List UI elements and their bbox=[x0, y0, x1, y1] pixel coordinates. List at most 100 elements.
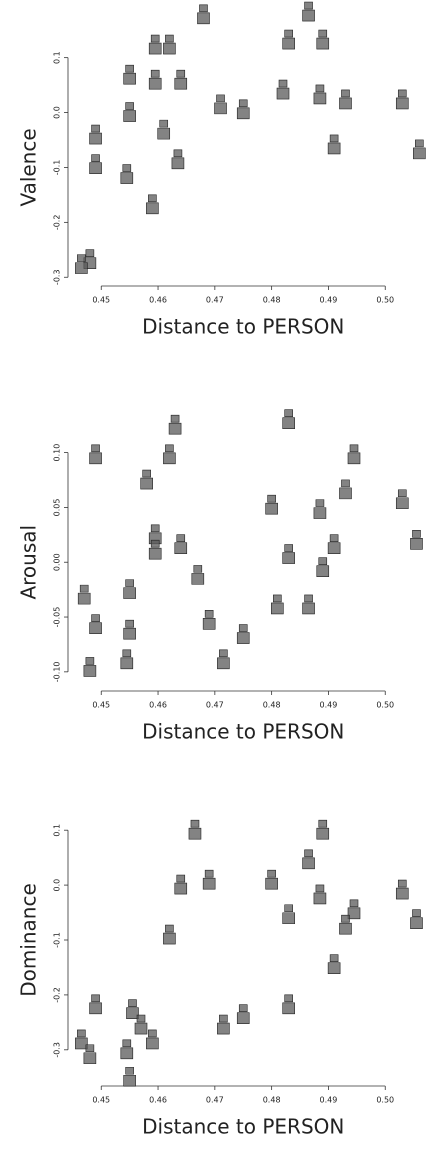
y-tick-label: 0.00 bbox=[53, 553, 62, 571]
robot-marker bbox=[282, 409, 295, 430]
robot-marker bbox=[410, 530, 423, 550]
robot-marker bbox=[123, 64, 136, 85]
robot-marker bbox=[89, 124, 102, 145]
robot-marker bbox=[174, 69, 188, 90]
robot-marker bbox=[214, 94, 227, 115]
robot-marker bbox=[327, 134, 341, 155]
robot-marker bbox=[282, 544, 295, 564]
robot-marker bbox=[163, 444, 176, 465]
robot-marker bbox=[265, 494, 278, 515]
y-tick-label: 0.10 bbox=[53, 444, 62, 462]
robot-marker bbox=[140, 469, 153, 490]
robot-marker bbox=[148, 69, 162, 90]
robot-marker bbox=[120, 649, 134, 670]
y-tick-label: -0.3 bbox=[53, 1042, 62, 1058]
robot-marker bbox=[77, 584, 91, 605]
x-tick-label: 0.50 bbox=[376, 296, 394, 305]
robot-marker bbox=[126, 999, 139, 1020]
robot-marker bbox=[89, 154, 102, 175]
robot-marker bbox=[282, 904, 295, 925]
robot-marker bbox=[168, 414, 182, 435]
robot-marker bbox=[339, 89, 352, 110]
robot-marker bbox=[302, 1, 315, 22]
x-tick-label: 0.48 bbox=[263, 701, 281, 710]
robot-marker bbox=[89, 994, 102, 1015]
x-tick-label: 0.48 bbox=[263, 1096, 281, 1105]
y-tick-label: 0.0 bbox=[53, 106, 62, 119]
robot-marker bbox=[75, 1029, 88, 1050]
x-tick-label: 0.47 bbox=[206, 296, 224, 305]
robot-marker bbox=[171, 149, 185, 170]
robot-marker bbox=[163, 34, 176, 55]
robot-marker bbox=[174, 874, 188, 895]
robot-marker bbox=[202, 610, 216, 630]
robot-marker bbox=[174, 534, 188, 554]
robot-marker bbox=[313, 884, 327, 905]
robot-marker bbox=[123, 102, 136, 122]
robot-marker bbox=[339, 479, 352, 500]
y-tick-label: 0.1 bbox=[53, 824, 62, 837]
robot-marker bbox=[120, 164, 134, 184]
robot-marker bbox=[282, 29, 295, 50]
robot-marker bbox=[148, 34, 162, 55]
robot-marker bbox=[89, 614, 102, 635]
y-tick-label: -0.2 bbox=[53, 987, 62, 1003]
robot-marker bbox=[347, 899, 361, 920]
x-tick-label: 0.47 bbox=[206, 701, 224, 710]
x-tick-label: 0.49 bbox=[320, 296, 338, 305]
robot-marker bbox=[410, 909, 423, 929]
robot-marker bbox=[327, 954, 341, 975]
robot-marker bbox=[313, 499, 327, 519]
x-tick-label: 0.49 bbox=[320, 701, 338, 710]
robot-marker bbox=[316, 819, 330, 840]
y-tick-label: -0.10 bbox=[53, 661, 62, 682]
robot-marker bbox=[89, 444, 102, 465]
robot-marker bbox=[395, 89, 409, 110]
x-tick-label: 0.48 bbox=[263, 296, 281, 305]
y-tick-label: 0.05 bbox=[53, 499, 62, 517]
x-tick-label: 0.45 bbox=[92, 701, 110, 710]
y-tick-label: -0.1 bbox=[53, 160, 62, 176]
y-tick-label: -0.2 bbox=[53, 215, 62, 231]
robot-marker bbox=[120, 1039, 134, 1060]
x-axis-title: Distance to PERSON bbox=[142, 720, 344, 744]
x-tick-label: 0.45 bbox=[92, 296, 110, 305]
robot-marker bbox=[191, 565, 205, 585]
robot-marker bbox=[202, 869, 216, 890]
robot-marker bbox=[327, 534, 341, 554]
robot-marker bbox=[75, 254, 88, 274]
robot-marker bbox=[217, 649, 230, 670]
y-tick-label: 0.0 bbox=[53, 879, 62, 892]
robot-marker bbox=[148, 524, 162, 545]
x-tick-label: 0.46 bbox=[149, 701, 167, 710]
x-tick-label: 0.49 bbox=[320, 1096, 338, 1105]
robot-marker bbox=[217, 1014, 230, 1035]
robot-marker bbox=[339, 914, 352, 935]
x-tick-label: 0.50 bbox=[376, 1096, 394, 1105]
robot-marker bbox=[395, 489, 409, 510]
robot-marker bbox=[197, 4, 210, 25]
robot-marker bbox=[316, 29, 330, 50]
y-axis-title: Arousal bbox=[17, 525, 41, 600]
robot-marker bbox=[276, 79, 290, 100]
robot-marker bbox=[316, 557, 330, 578]
robot-marker bbox=[123, 619, 136, 640]
robot-marker bbox=[236, 624, 250, 644]
robot-marker bbox=[157, 119, 171, 140]
robot-marker bbox=[146, 1029, 159, 1050]
x-axis-title: Distance to PERSON bbox=[142, 1115, 344, 1139]
robot-marker bbox=[236, 99, 250, 120]
y-tick-label: 0.1 bbox=[53, 51, 62, 64]
robot-marker bbox=[188, 819, 202, 840]
y-tick-label: -0.1 bbox=[53, 932, 62, 948]
robot-marker bbox=[282, 994, 295, 1015]
x-axis-title: Distance to PERSON bbox=[142, 315, 344, 339]
x-tick-label: 0.46 bbox=[149, 1096, 167, 1105]
robot-marker bbox=[163, 924, 176, 945]
robot-marker bbox=[146, 194, 159, 215]
x-tick-label: 0.46 bbox=[149, 296, 167, 305]
robot-marker bbox=[395, 879, 409, 900]
robot-marker bbox=[123, 1066, 136, 1087]
y-tick-label: -0.3 bbox=[53, 269, 62, 285]
